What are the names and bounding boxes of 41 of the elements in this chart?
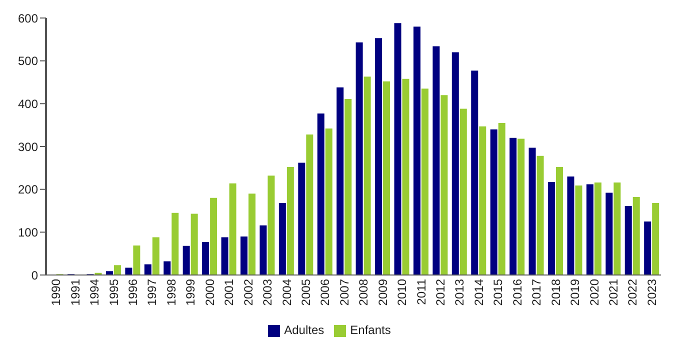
x-tick-label: 2013 <box>452 278 467 306</box>
x-tick-label: 1996 <box>126 278 140 306</box>
x-tick-label: 1990 <box>49 278 64 306</box>
legend-label: Enfants <box>350 323 391 337</box>
y-tick-label: 100 <box>18 225 38 240</box>
x-tick-label: 2009 <box>376 278 390 306</box>
x-tick-label: 2018 <box>548 278 563 306</box>
y-tick-label: 400 <box>18 96 38 111</box>
x-tick-label: 2010 <box>395 278 410 306</box>
x-tick-label: 2019 <box>568 278 582 306</box>
x-tick-label: 2022 <box>626 278 640 306</box>
y-tick-label: 0 <box>31 268 38 282</box>
x-tick-label: 2005 <box>298 278 313 306</box>
x-tick-label: 2015 <box>491 278 506 306</box>
x-tick-label: 2002 <box>241 278 256 306</box>
y-tick-label: 200 <box>18 182 38 197</box>
x-tick-label: 1995 <box>106 278 121 306</box>
y-tick-label: 500 <box>18 54 38 68</box>
x-tick-label: 2012 <box>434 278 448 306</box>
x-tick-label: 1997 <box>145 278 160 306</box>
x-tick-label: 2003 <box>260 278 275 306</box>
x-tick-label: 2014 <box>472 278 486 306</box>
x-tick-label: 2008 <box>356 278 371 306</box>
y-tick-label: 300 <box>18 140 38 154</box>
x-tick-label: 1994 <box>88 278 102 306</box>
x-tick-label: 2004 <box>280 278 294 306</box>
y-tick-label: 600 <box>18 11 38 26</box>
x-tick-label: 2023 <box>644 278 659 306</box>
x-tick-label: 1999 <box>184 278 198 306</box>
x-tick-label: 2020 <box>587 278 602 306</box>
x-tick-label: 2007 <box>337 278 352 306</box>
x-tick-label: 1991 <box>68 278 82 306</box>
x-tick-label: 1998 <box>164 278 178 306</box>
x-tick-label: 2006 <box>318 278 332 306</box>
x-tick-label: 2001 <box>222 278 236 306</box>
legend-label: Adultes <box>284 323 324 337</box>
x-tick-label: 2000 <box>202 278 217 306</box>
x-tick-label: 2017 <box>530 278 544 306</box>
x-tick-label: 2021 <box>606 278 620 306</box>
x-tick-label: 2016 <box>510 278 524 306</box>
x-tick-label: 2011 <box>414 278 428 305</box>
